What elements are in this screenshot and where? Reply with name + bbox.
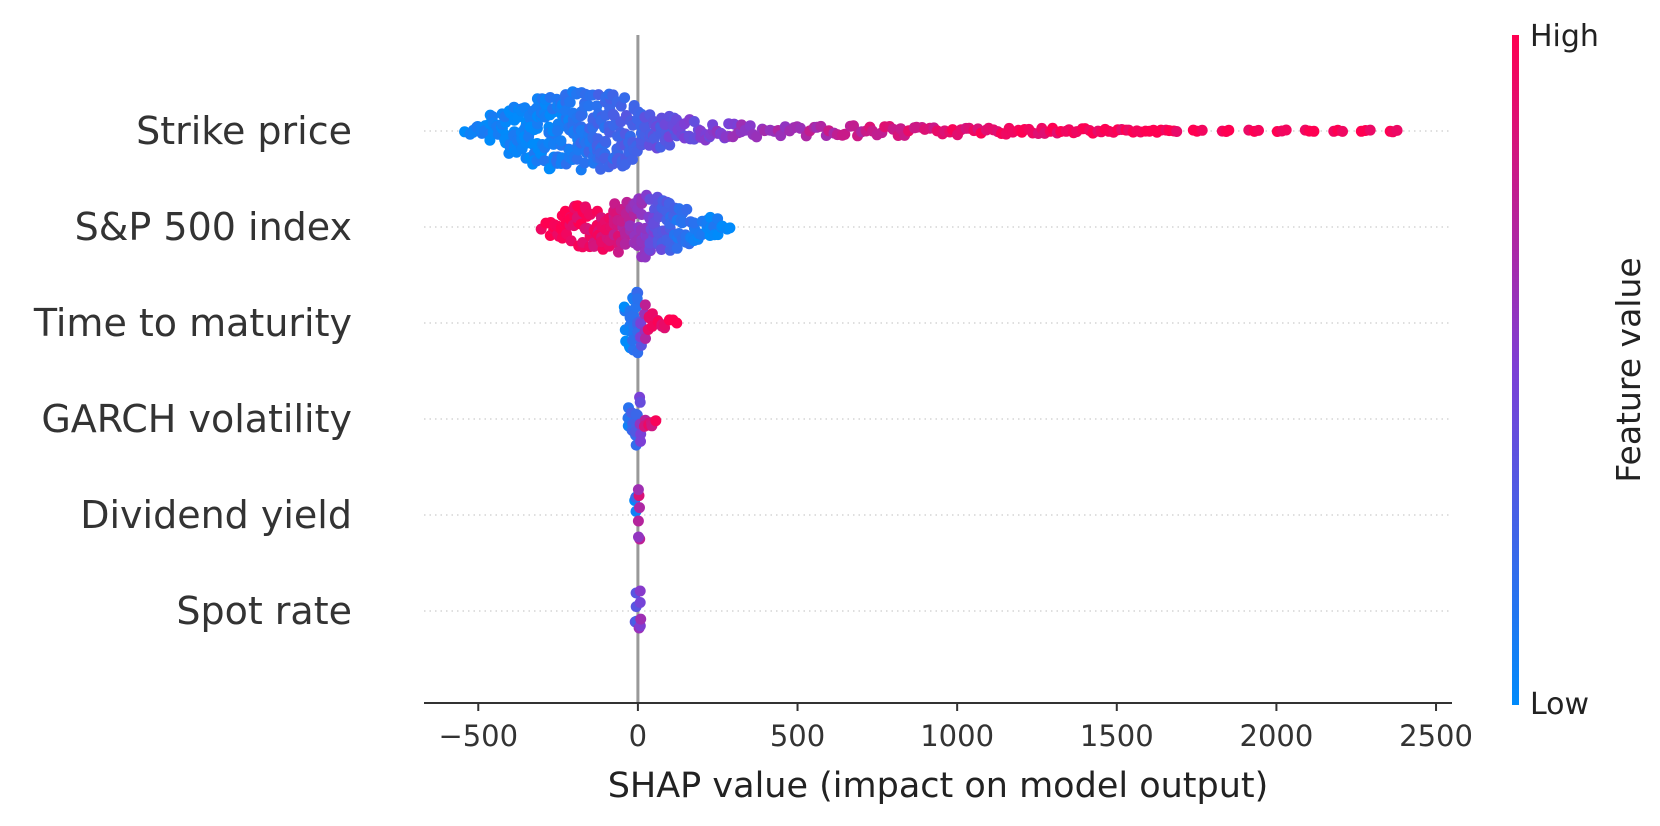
shap-dot (634, 502, 645, 514)
feature-labels: Strike price S&P 500 index Time to maturit… (33, 109, 352, 633)
x-tick-label: 2500 (1399, 719, 1473, 753)
shap-dot (619, 92, 631, 104)
x-tick-label: 0 (629, 719, 647, 753)
feature-label: Dividend yield (80, 493, 352, 537)
shap-dot (564, 96, 576, 108)
shap-dot (655, 244, 667, 255)
shap-dot (624, 220, 636, 232)
shap-dot (795, 122, 806, 134)
shap-dot (632, 484, 644, 496)
shap-dot (634, 597, 646, 608)
shap-dot (579, 157, 591, 169)
shap-dot (848, 120, 859, 132)
feature-label: S&P 500 index (75, 205, 352, 249)
beeswarm-dots (459, 86, 1403, 634)
shap-dot (583, 100, 595, 112)
shap-dot (575, 110, 587, 122)
colorbar-high-label: High (1530, 19, 1599, 54)
x-tick-label: −500 (438, 719, 518, 753)
shap-dot (751, 131, 763, 143)
shap-dot (1337, 125, 1348, 137)
shap-dot (615, 100, 627, 112)
shap-dot (671, 317, 683, 329)
shap-dot (659, 119, 671, 130)
shap-dot (775, 130, 787, 142)
shap-dot (671, 242, 683, 254)
shap-dot (612, 246, 624, 258)
feature-dots (459, 86, 1403, 176)
feature-dots (535, 189, 736, 263)
feature-dots (618, 286, 683, 359)
colorbar-low-label: Low (1530, 687, 1589, 722)
colorbar-title: Feature value (1609, 257, 1648, 482)
shap-dot (1280, 124, 1292, 136)
shap-dot (650, 415, 662, 427)
shap-dot (633, 531, 644, 543)
shap-dot (632, 515, 644, 527)
feature-label: GARCH volatility (41, 397, 352, 441)
shap-dot (839, 128, 851, 140)
shap-dot (630, 301, 642, 313)
shap-dot (681, 203, 693, 215)
shap-dot (1171, 126, 1183, 137)
x-tick-label: 1500 (1080, 719, 1154, 753)
feature-dots (622, 391, 662, 451)
shap-dot (1391, 124, 1403, 136)
shap-dot (619, 238, 631, 250)
shap-dot (688, 116, 700, 127)
feature-dots (629, 484, 646, 545)
colorbar: High Low Feature value (1512, 19, 1648, 722)
feature-label: Strike price (136, 109, 352, 153)
shap-dot (599, 135, 611, 147)
shap-dot (555, 135, 567, 147)
shap-dot (688, 217, 700, 229)
shap-dot (744, 120, 756, 132)
shap-dot (1364, 124, 1376, 136)
shap-dot (1253, 124, 1264, 136)
colorbar-gradient (1512, 35, 1519, 705)
shap-dot (607, 108, 619, 120)
shap-dot (539, 155, 551, 167)
shap-dot (1196, 124, 1208, 136)
shap-dot (1223, 124, 1235, 136)
shap-dot (1308, 125, 1320, 137)
shap-dot (630, 408, 642, 420)
shap-dot (635, 435, 646, 447)
feature-label: Spot rate (176, 589, 352, 633)
feature-dots (629, 585, 647, 634)
x-axis-label: SHAP value (impact on model output) (608, 766, 1269, 806)
shap-dot (639, 299, 651, 311)
shap-dot (634, 585, 646, 597)
feature-label: Time to maturity (33, 301, 352, 345)
x-tick-label: 500 (770, 719, 825, 753)
x-ticks: −500 0 500 1000 1500 2000 2500 (438, 703, 1473, 753)
shap-dot (664, 139, 676, 151)
shap-dot (724, 222, 736, 234)
shap-dot (634, 396, 646, 408)
shap-dot (677, 216, 689, 228)
shap-dot (631, 293, 643, 305)
shap-dot (640, 333, 651, 344)
x-tick-label: 2000 (1240, 719, 1314, 753)
shap-dot (627, 153, 638, 165)
shap-dot (599, 152, 611, 164)
x-tick-label: 1000 (920, 719, 994, 753)
shap-dot (635, 613, 647, 625)
